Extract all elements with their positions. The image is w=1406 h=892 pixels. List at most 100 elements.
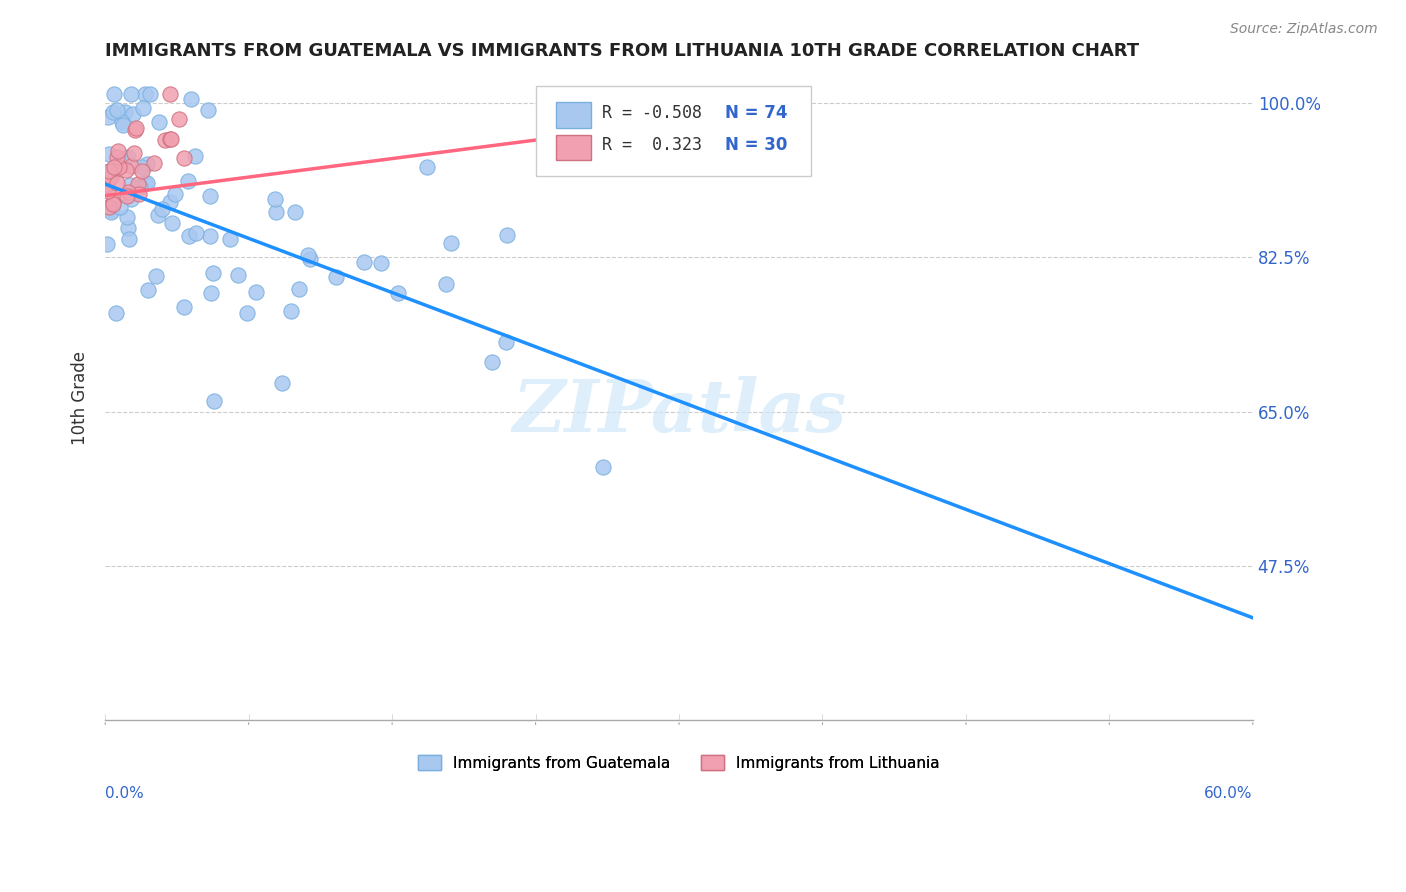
Point [134, 87, 156, 102]
Text: R = -0.508: R = -0.508 [602, 104, 702, 122]
Point [201, 266, 224, 280]
Point [370, 256, 392, 270]
Point [120, 159, 142, 173]
Text: 0.0%: 0.0% [105, 786, 143, 801]
Point [299, 252, 322, 266]
Point [101, 202, 124, 217]
Point [134, 176, 156, 190]
Point [197, 103, 219, 117]
Point [100, 169, 122, 184]
Point [145, 268, 167, 283]
Point [143, 156, 166, 170]
Point [97, 184, 120, 198]
Point [264, 192, 287, 206]
Point [101, 105, 124, 120]
Point [150, 202, 173, 217]
Point [173, 151, 195, 165]
Point [416, 160, 439, 174]
Point [103, 160, 125, 174]
Point [120, 178, 142, 193]
Point [148, 115, 170, 129]
Point [280, 303, 302, 318]
Point [107, 144, 129, 158]
Point [179, 229, 201, 244]
Point [118, 232, 141, 246]
Point [325, 270, 347, 285]
Point [387, 286, 409, 301]
Point [105, 176, 128, 190]
Point [105, 103, 128, 117]
Point [184, 149, 207, 163]
Point [117, 150, 139, 164]
Point [115, 211, 138, 225]
FancyBboxPatch shape [557, 103, 591, 128]
Point [120, 87, 142, 102]
Point [101, 194, 124, 209]
Point [160, 216, 183, 230]
Text: N = 30: N = 30 [725, 136, 787, 154]
Point [114, 151, 136, 165]
Point [135, 176, 157, 190]
Text: R =  0.323: R = 0.323 [602, 136, 702, 154]
Point [131, 160, 153, 174]
Point [177, 174, 200, 188]
Point [266, 205, 288, 219]
Point [436, 277, 458, 291]
Point [98, 147, 121, 161]
Point [105, 150, 128, 164]
Point [180, 91, 202, 105]
Point [160, 132, 183, 146]
Point [235, 306, 257, 320]
FancyBboxPatch shape [536, 87, 811, 177]
Point [218, 232, 240, 246]
Point [440, 236, 463, 251]
Point [108, 160, 131, 174]
Text: ZIPatlas: ZIPatlas [512, 376, 846, 447]
Point [96, 178, 118, 192]
Point [97, 200, 120, 214]
Text: N = 74: N = 74 [725, 104, 787, 122]
Point [495, 334, 517, 349]
Point [127, 177, 149, 191]
Point [270, 376, 292, 390]
Point [108, 200, 131, 214]
Point [481, 355, 503, 369]
Point [146, 208, 169, 222]
Point [100, 164, 122, 178]
Point [111, 118, 134, 132]
Text: 60.0%: 60.0% [1205, 786, 1253, 801]
Point [121, 106, 143, 120]
Text: IMMIGRANTS FROM GUATEMALA VS IMMIGRANTS FROM LITHUANIA 10TH GRADE CORRELATION CH: IMMIGRANTS FROM GUATEMALA VS IMMIGRANTS … [105, 42, 1139, 60]
Point [96, 237, 118, 252]
Point [128, 187, 150, 202]
Point [122, 146, 145, 161]
Point [159, 131, 181, 145]
Point [104, 306, 127, 320]
Point [198, 189, 221, 203]
Point [96, 178, 118, 192]
Text: Source: ZipAtlas.com: Source: ZipAtlas.com [1230, 22, 1378, 37]
Point [136, 283, 159, 297]
Point [117, 221, 139, 235]
Point [124, 122, 146, 136]
Point [165, 187, 187, 202]
Y-axis label: 10th Grade: 10th Grade [72, 351, 89, 445]
Point [125, 120, 148, 135]
Point [114, 105, 136, 120]
Point [128, 179, 150, 194]
Point [353, 255, 375, 269]
Point [200, 285, 222, 300]
Point [184, 227, 207, 241]
Point [135, 157, 157, 171]
Point [100, 205, 122, 219]
Point [155, 133, 177, 147]
Point [103, 87, 125, 102]
Point [132, 101, 155, 115]
Point [98, 164, 121, 178]
Point [198, 229, 221, 244]
Point [131, 164, 153, 178]
Point [297, 248, 319, 262]
Point [226, 268, 249, 282]
Point [114, 163, 136, 178]
Point [101, 196, 124, 211]
